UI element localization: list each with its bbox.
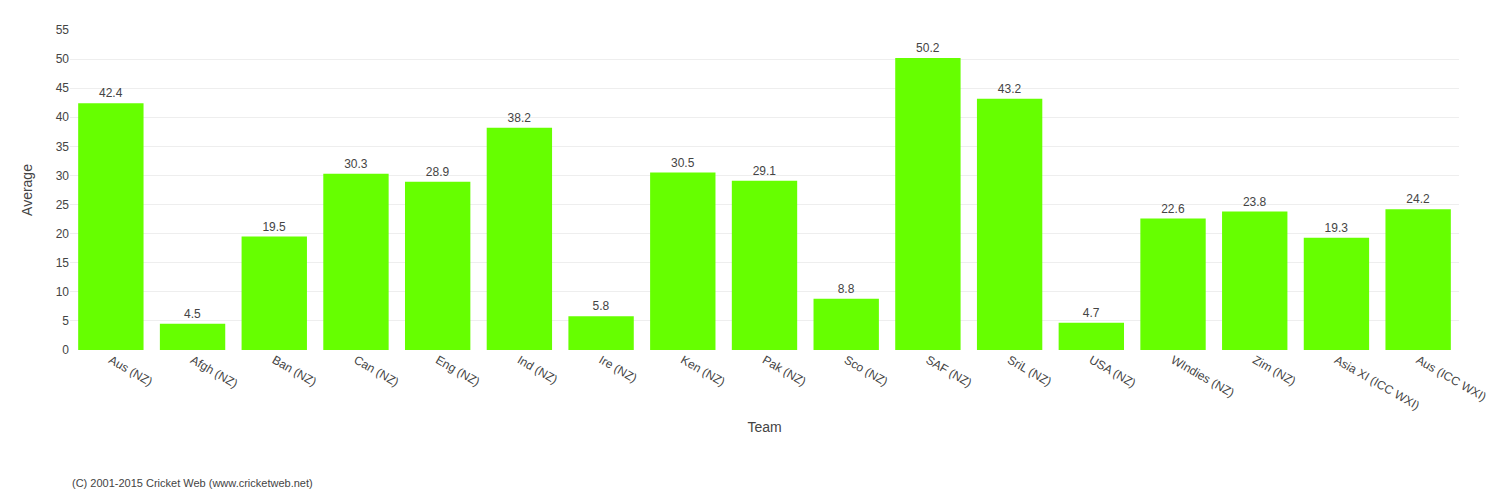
svg-text:Ban (NZ): Ban (NZ) [270, 353, 319, 389]
svg-text:Sco (NZ): Sco (NZ) [842, 353, 891, 389]
svg-text:22.6: 22.6 [1161, 202, 1185, 216]
svg-text:Pak (NZ): Pak (NZ) [760, 353, 809, 389]
svg-text:4.5: 4.5 [184, 307, 201, 321]
svg-text:19.5: 19.5 [262, 220, 286, 234]
svg-text:Ken (NZ): Ken (NZ) [678, 353, 727, 389]
svg-text:Average: Average [19, 164, 35, 216]
svg-text:Ind (NZ): Ind (NZ) [515, 353, 560, 387]
svg-text:40: 40 [56, 110, 70, 124]
svg-text:28.9: 28.9 [426, 165, 450, 179]
svg-text:WIndies (NZ): WIndies (NZ) [1169, 353, 1237, 400]
svg-text:(C) 2001-2015 Cricket Web (www: (C) 2001-2015 Cricket Web (www.cricketwe… [72, 477, 313, 489]
svg-text:Afgh (NZ): Afgh (NZ) [188, 353, 240, 391]
svg-text:USA (NZ): USA (NZ) [1087, 353, 1138, 391]
svg-text:50: 50 [56, 52, 70, 66]
svg-text:24.2: 24.2 [1406, 192, 1430, 206]
svg-text:10: 10 [56, 285, 70, 299]
svg-text:SriL (NZ): SriL (NZ) [1005, 353, 1054, 389]
svg-text:Aus (NZ): Aus (NZ) [106, 353, 155, 389]
svg-text:8.8: 8.8 [838, 282, 855, 296]
svg-text:4.7: 4.7 [1083, 306, 1100, 320]
svg-text:Eng (NZ): Eng (NZ) [433, 353, 482, 389]
svg-text:42.4: 42.4 [99, 86, 123, 100]
svg-text:15: 15 [56, 256, 70, 270]
svg-text:5: 5 [62, 314, 69, 328]
svg-text:SAF (NZ): SAF (NZ) [923, 353, 974, 390]
svg-text:0: 0 [62, 343, 69, 357]
svg-text:45: 45 [56, 81, 70, 95]
svg-text:30.3: 30.3 [344, 157, 368, 171]
svg-text:55: 55 [56, 23, 70, 37]
svg-text:Asia XI (ICC WXI): Asia XI (ICC WXI) [1332, 353, 1422, 413]
svg-text:Team: Team [747, 419, 781, 435]
svg-text:23.8: 23.8 [1243, 195, 1267, 209]
svg-text:50.2: 50.2 [916, 41, 940, 55]
svg-text:20: 20 [56, 227, 70, 241]
svg-text:Can (NZ): Can (NZ) [351, 353, 401, 390]
svg-text:29.1: 29.1 [753, 164, 777, 178]
svg-text:30: 30 [56, 169, 70, 183]
svg-text:43.2: 43.2 [998, 82, 1022, 96]
svg-text:Zim (NZ): Zim (NZ) [1250, 353, 1298, 389]
svg-text:19.3: 19.3 [1325, 221, 1349, 235]
svg-text:5.8: 5.8 [593, 299, 610, 313]
svg-text:Ire (NZ): Ire (NZ) [597, 353, 640, 386]
svg-text:25: 25 [56, 198, 70, 212]
svg-text:Aus (ICC WXI): Aus (ICC WXI) [1414, 353, 1489, 404]
svg-text:35: 35 [56, 140, 70, 154]
svg-text:30.5: 30.5 [671, 156, 695, 170]
svg-text:38.2: 38.2 [508, 111, 532, 125]
